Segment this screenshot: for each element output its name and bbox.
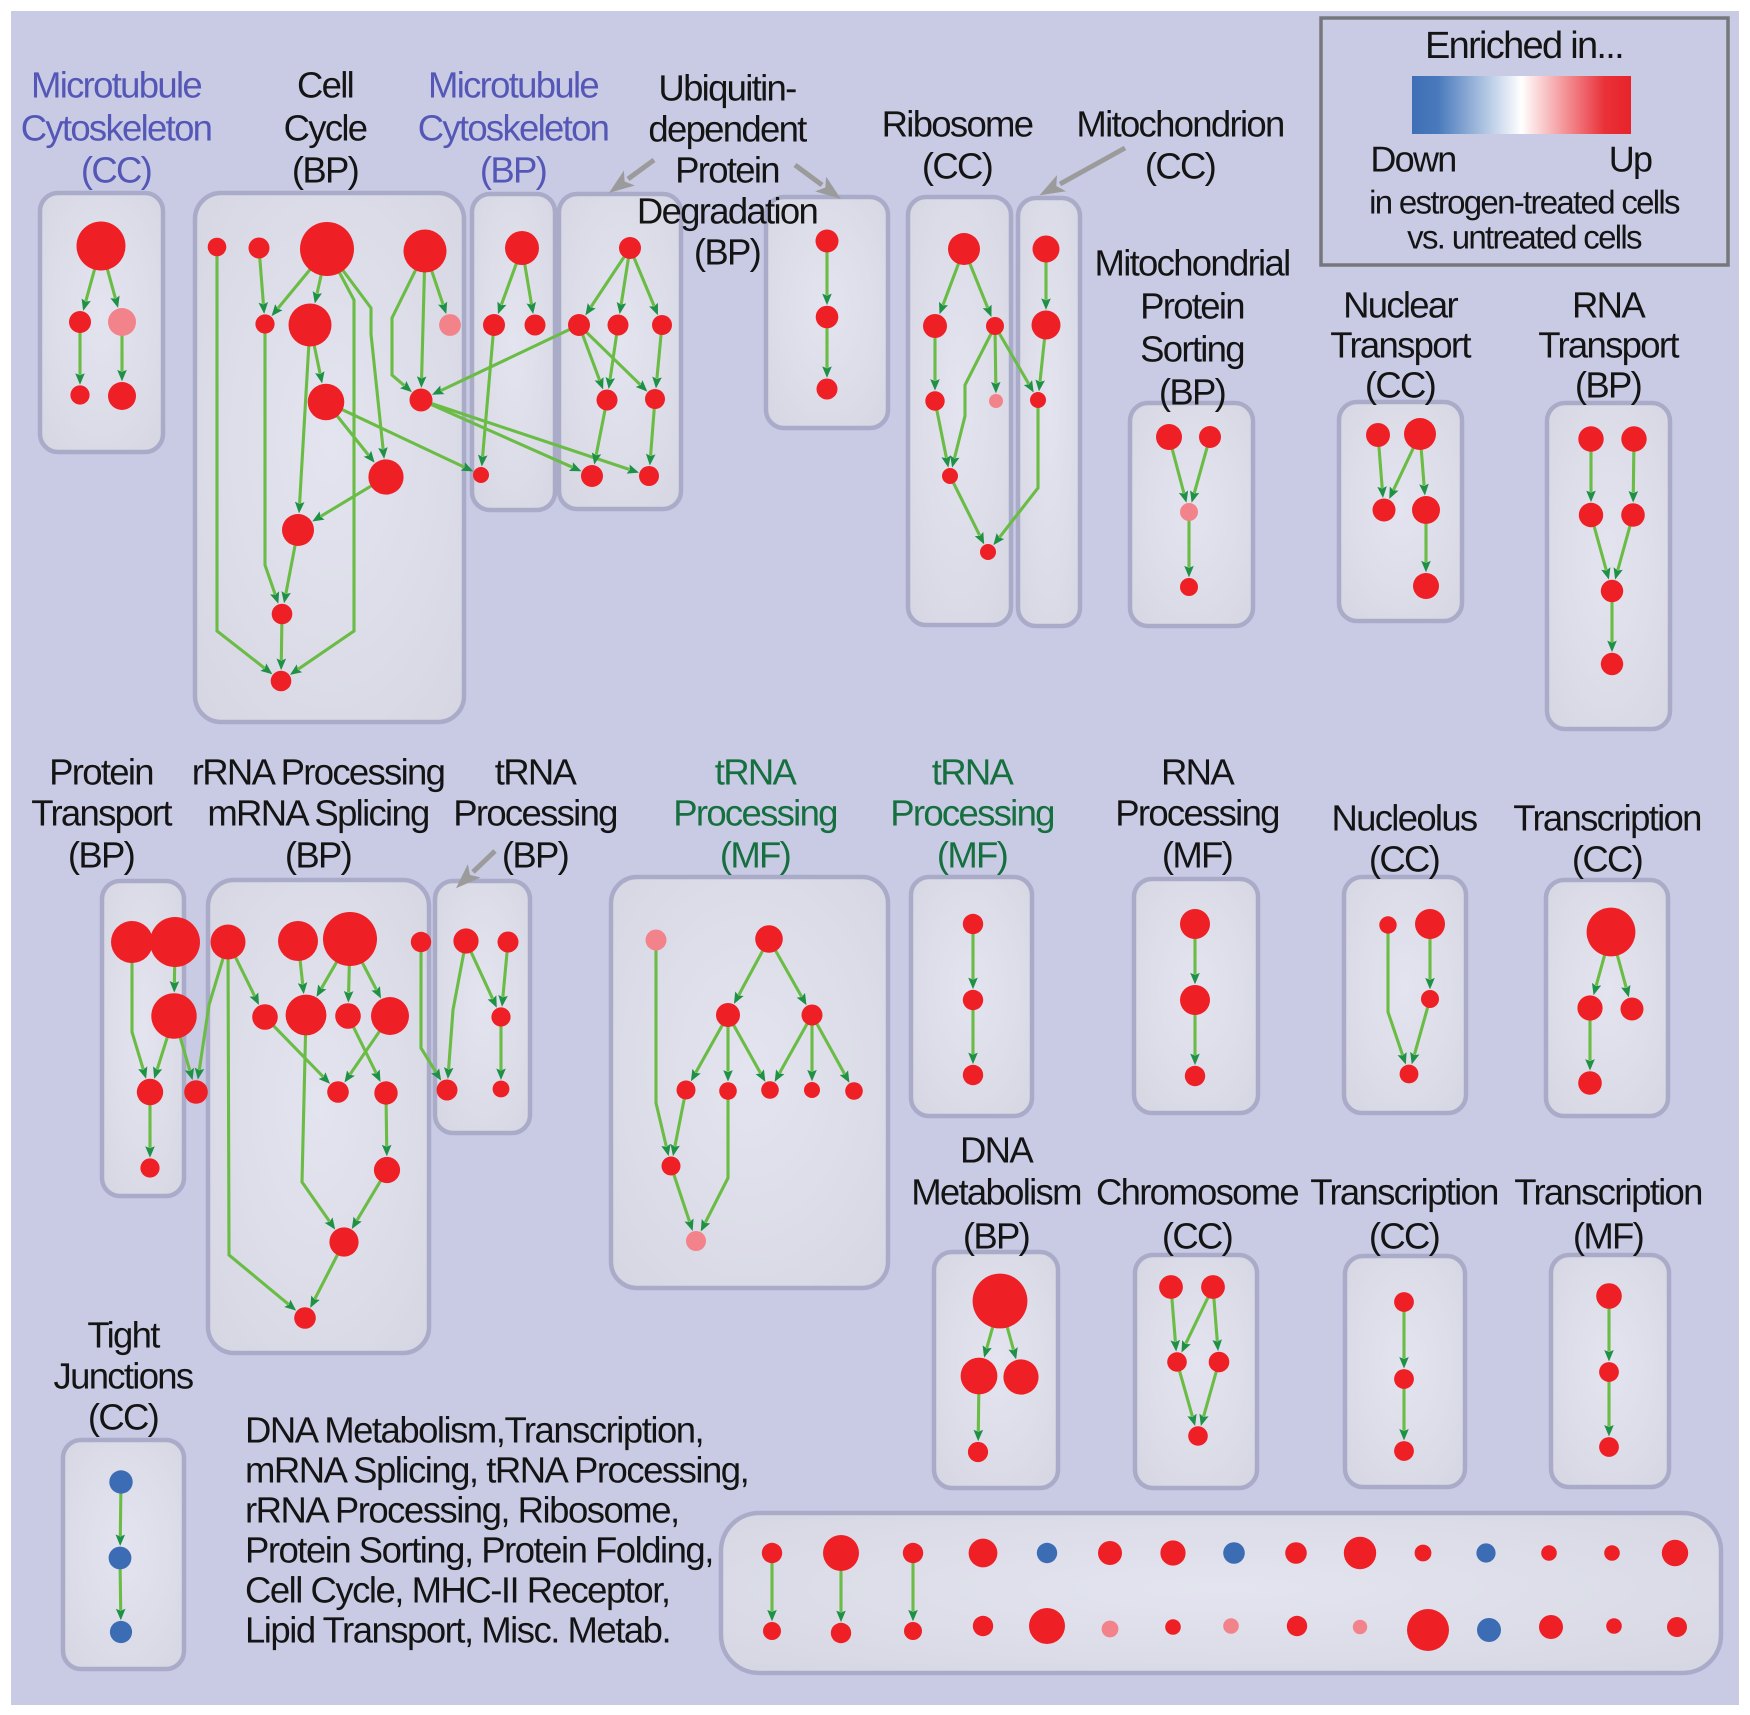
svg-text:Microtubule: Microtubule [31, 65, 201, 106]
svg-text:(CC): (CC) [81, 150, 151, 191]
svg-text:Protein Sorting, Protein Foldi: Protein Sorting, Protein Folding, [245, 1530, 713, 1571]
svg-text:Down: Down [1370, 139, 1455, 180]
svg-text:Tight: Tight [87, 1315, 160, 1356]
svg-text:(BP): (BP) [502, 835, 568, 876]
svg-text:Transcription: Transcription [1310, 1172, 1498, 1213]
svg-text:Transcription: Transcription [1514, 1172, 1702, 1213]
svg-text:rRNA Processing: rRNA Processing [192, 752, 444, 793]
svg-text:(MF): (MF) [720, 835, 790, 876]
svg-text:tRNA: tRNA [715, 752, 798, 793]
svg-text:Cytoskeleton: Cytoskeleton [21, 108, 212, 149]
svg-text:Mitochondrial: Mitochondrial [1095, 243, 1290, 284]
svg-text:Cycle: Cycle [284, 108, 367, 149]
svg-text:vs. untreated cells: vs. untreated cells [1407, 219, 1642, 256]
svg-text:Processing: Processing [1115, 793, 1279, 834]
svg-text:(CC): (CC) [1365, 365, 1435, 406]
svg-text:(CC): (CC) [1369, 839, 1439, 880]
svg-text:Protein: Protein [675, 150, 779, 191]
svg-text:Protein: Protein [1140, 286, 1244, 327]
svg-text:(MF): (MF) [1162, 835, 1232, 876]
svg-text:Cytoskeleton: Cytoskeleton [418, 108, 609, 149]
svg-text:(BP): (BP) [292, 150, 358, 191]
svg-text:RNA: RNA [1161, 752, 1235, 793]
svg-text:Nuclear: Nuclear [1343, 285, 1458, 326]
svg-text:(BP): (BP) [285, 835, 351, 876]
svg-text:(CC): (CC) [922, 146, 992, 187]
svg-text:Cell: Cell [297, 65, 353, 106]
svg-text:Transport: Transport [1538, 325, 1679, 366]
svg-text:dependent: dependent [648, 109, 807, 150]
svg-text:tRNA: tRNA [495, 752, 578, 793]
svg-text:Transcription: Transcription [1513, 798, 1701, 839]
svg-text:(CC): (CC) [88, 1397, 158, 1438]
svg-text:Metabolism: Metabolism [911, 1172, 1081, 1213]
svg-text:(MF): (MF) [937, 835, 1007, 876]
svg-text:Ubiquitin-: Ubiquitin- [658, 68, 796, 109]
svg-text:Sorting: Sorting [1140, 329, 1244, 370]
svg-text:Enriched in...: Enriched in... [1425, 25, 1623, 67]
svg-text:Processing: Processing [673, 793, 837, 834]
svg-text:Protein: Protein [49, 752, 153, 793]
svg-text:(BP): (BP) [694, 232, 760, 273]
svg-text:Processing: Processing [890, 793, 1054, 834]
svg-text:(BP): (BP) [1575, 365, 1641, 406]
svg-text:tRNA: tRNA [932, 752, 1015, 793]
svg-text:Up: Up [1609, 139, 1652, 180]
svg-text:(CC): (CC) [1369, 1216, 1439, 1257]
svg-text:DNA: DNA [960, 1130, 1034, 1171]
svg-text:(MF): (MF) [1573, 1216, 1643, 1257]
svg-text:(BP): (BP) [68, 835, 134, 876]
svg-text:(CC): (CC) [1162, 1216, 1232, 1257]
svg-text:Nucleolus: Nucleolus [1332, 798, 1477, 839]
svg-text:Ribosome: Ribosome [882, 104, 1033, 145]
svg-text:RNA: RNA [1572, 285, 1646, 326]
svg-text:Degradation: Degradation [637, 191, 817, 232]
svg-text:(BP): (BP) [1159, 372, 1225, 413]
svg-text:(BP): (BP) [480, 150, 546, 191]
svg-text:Cell Cycle, MHC-II Receptor,: Cell Cycle, MHC-II Receptor, [245, 1570, 670, 1611]
svg-text:Transport: Transport [31, 793, 172, 834]
svg-text:(BP): (BP) [963, 1216, 1029, 1257]
svg-text:mRNA Splicing, tRNA Processing: mRNA Splicing, tRNA Processing, [245, 1450, 748, 1491]
svg-text:rRNA Processing, Ribosome,: rRNA Processing, Ribosome, [245, 1490, 679, 1531]
svg-text:Processing: Processing [453, 793, 617, 834]
svg-text:in estrogen-treated cells: in estrogen-treated cells [1369, 184, 1680, 221]
svg-text:Junctions: Junctions [54, 1356, 193, 1397]
svg-text:Chromosome: Chromosome [1096, 1172, 1298, 1213]
svg-text:(CC): (CC) [1572, 839, 1642, 880]
svg-text:Mitochondrion: Mitochondrion [1076, 104, 1283, 145]
svg-text:Microtubule: Microtubule [428, 65, 598, 106]
svg-text:(CC): (CC) [1145, 146, 1215, 187]
svg-text:Transport: Transport [1330, 325, 1471, 366]
svg-text:mRNA Splicing: mRNA Splicing [207, 793, 428, 834]
svg-text:Lipid Transport, Misc. Metab.: Lipid Transport, Misc. Metab. [245, 1610, 670, 1651]
svg-text:DNA Metabolism,Transcription,: DNA Metabolism,Transcription, [245, 1410, 703, 1451]
